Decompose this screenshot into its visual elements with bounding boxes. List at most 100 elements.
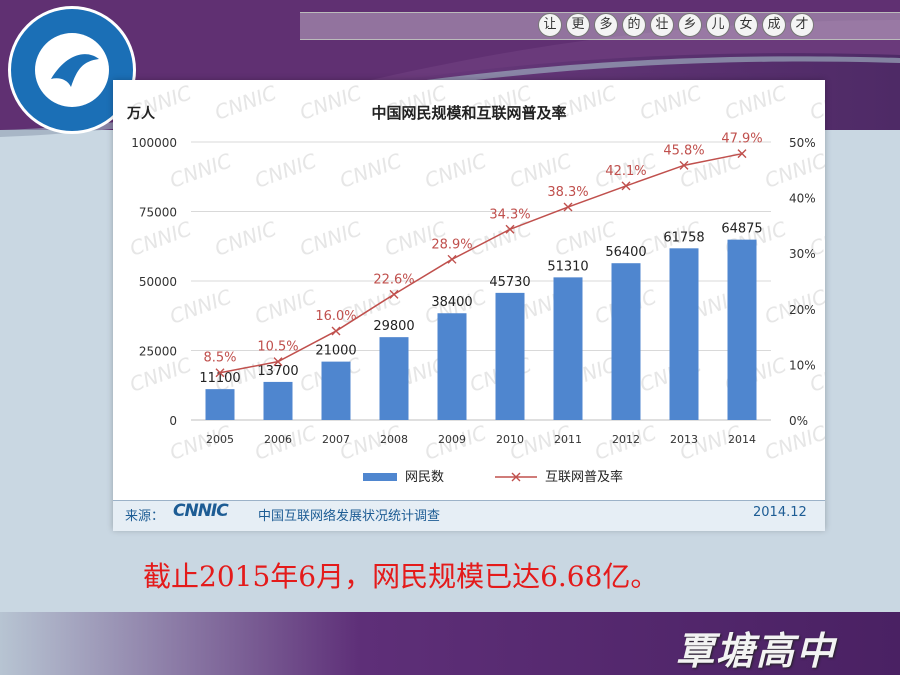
rate-point (563, 202, 573, 212)
watermark-text: CNNIC (252, 148, 320, 192)
bar (553, 277, 583, 420)
rate-point (621, 181, 631, 191)
watermark-text: CNNIC (762, 148, 825, 192)
rate-data-label: 22.6% (373, 272, 414, 287)
chart-panel: CNNIC CNNIC CNNIC CNNIC CNNIC CNNIC CNNIC CNNIC… (113, 80, 825, 531)
watermark-text: CNNIC (167, 284, 235, 328)
source-bar (113, 500, 825, 531)
x-tick-label: 2013 (670, 433, 698, 446)
rate-point (331, 326, 341, 336)
rate-data-label: 16.0% (315, 309, 356, 324)
slogan-char: 成 (762, 13, 786, 37)
watermark-text: CNNIC (167, 148, 235, 192)
bar-data-label: 11100 (199, 371, 240, 386)
source-label: 来源： (125, 509, 165, 524)
slogan-char: 女 (734, 13, 758, 37)
watermark-text: CNNIC (212, 216, 280, 260)
rate-data-label: 10.5% (257, 340, 298, 355)
x-tick-label: 2006 (264, 433, 292, 446)
y-tick-label-right: 50% (789, 136, 816, 150)
rate-point (273, 357, 283, 367)
watermark-text: CNNIC (722, 80, 790, 124)
bar (379, 337, 409, 420)
bar (321, 361, 351, 420)
legend-marker-line (511, 472, 521, 482)
slogan-char: 多 (594, 13, 618, 37)
bar-data-label: 56400 (605, 245, 646, 260)
rate-data-label: 42.1% (605, 164, 646, 179)
x-tick-label: 2007 (322, 433, 350, 446)
caption: 截止2015年6月，网民规模已达6.68亿。 (143, 560, 659, 593)
bar (495, 292, 525, 420)
rate-data-label: 45.8% (663, 143, 704, 158)
logo-emblem (51, 54, 99, 87)
slogan-char: 更 (566, 13, 590, 37)
watermark-text: CNNIC (297, 80, 365, 124)
x-tick-label: 2012 (612, 433, 640, 446)
y-tick-label-left: 0 (169, 414, 177, 428)
bar-data-label: 38400 (431, 295, 472, 310)
bottom-banner (0, 612, 900, 675)
slogan-char: 壮 (650, 13, 674, 37)
bar (205, 389, 235, 420)
watermark-text: CNNIC (422, 148, 490, 192)
bar (611, 263, 641, 420)
bar-data-label: 13700 (257, 364, 298, 379)
rate-data-label: 8.5% (203, 351, 236, 366)
y-tick-label-left: 75000 (139, 206, 177, 220)
source-date: 2014.12 (753, 505, 807, 520)
legend-label-line: 互联网普及率 (545, 469, 623, 485)
bar-data-label: 29800 (373, 319, 414, 334)
rate-point (679, 160, 689, 170)
rate-line (219, 152, 743, 374)
bar-data-label: 51310 (547, 259, 588, 274)
bar-data-label: 64875 (721, 222, 762, 237)
slogan-char: 让 (538, 13, 562, 37)
y-tick-label-right: 20% (789, 303, 816, 317)
slogan: 让 更 多 的 壮 乡 儿 女 成 才 (538, 12, 814, 38)
source-description: 中国互联网络发展状况统计调查 (258, 509, 441, 524)
y-tick-label-right: 40% (789, 192, 816, 206)
x-tick-label: 2014 (728, 433, 756, 446)
rate-point (505, 224, 515, 234)
rate-data-label: 47.9% (721, 132, 762, 147)
y-tick-label-left: 100000 (131, 136, 177, 150)
chart: CNNIC CNNIC CNNIC CNNIC CNNIC CNNIC CNNIC CNNIC… (126, 80, 825, 485)
watermark-text: CNNIC (637, 80, 705, 124)
x-tick-label: 2011 (554, 433, 582, 446)
rate-data-label: 28.9% (431, 237, 472, 252)
slogan-char: 的 (622, 13, 646, 37)
x-tick-label: 2008 (380, 433, 408, 446)
bar (437, 313, 467, 420)
y-tick-label-right: 10% (789, 358, 816, 372)
rate-data-label: 34.3% (489, 207, 530, 222)
slogan-char: 乡 (678, 13, 702, 37)
bar (669, 248, 699, 420)
bar (727, 239, 757, 420)
y-tick-label-left: 50000 (139, 275, 177, 289)
legend-swatch-bar (363, 473, 397, 481)
watermark-text: CNNIC (127, 352, 195, 396)
rate-data-label: 38.3% (547, 185, 588, 200)
source-brand: CNNIC (173, 501, 229, 521)
y-unit-label: 万人 (126, 105, 156, 122)
watermark-text: CNNIC (127, 216, 195, 260)
watermark-text: CNNIC (252, 284, 320, 328)
y-tick-label-left: 25000 (139, 345, 177, 359)
bar-data-label: 21000 (315, 344, 356, 359)
bar-data-label: 45730 (489, 275, 530, 290)
slogan-char: 才 (790, 13, 814, 37)
rate-point (737, 149, 747, 159)
watermark-text: CNNIC (212, 80, 280, 124)
x-tick-label: 2010 (496, 433, 524, 446)
bar (263, 381, 293, 420)
x-tick-label: 2005 (206, 433, 234, 446)
bar-data-label: 61758 (663, 230, 704, 245)
legend-label-bar: 网民数 (405, 470, 444, 485)
watermark-text: CNNIC (297, 216, 365, 260)
rate-point (447, 254, 457, 264)
school-name: 覃塘高中 (676, 628, 837, 673)
slogan-char: 儿 (706, 13, 730, 37)
watermark-text: CNNIC (807, 80, 825, 124)
y-tick-label-right: 0% (789, 414, 808, 428)
